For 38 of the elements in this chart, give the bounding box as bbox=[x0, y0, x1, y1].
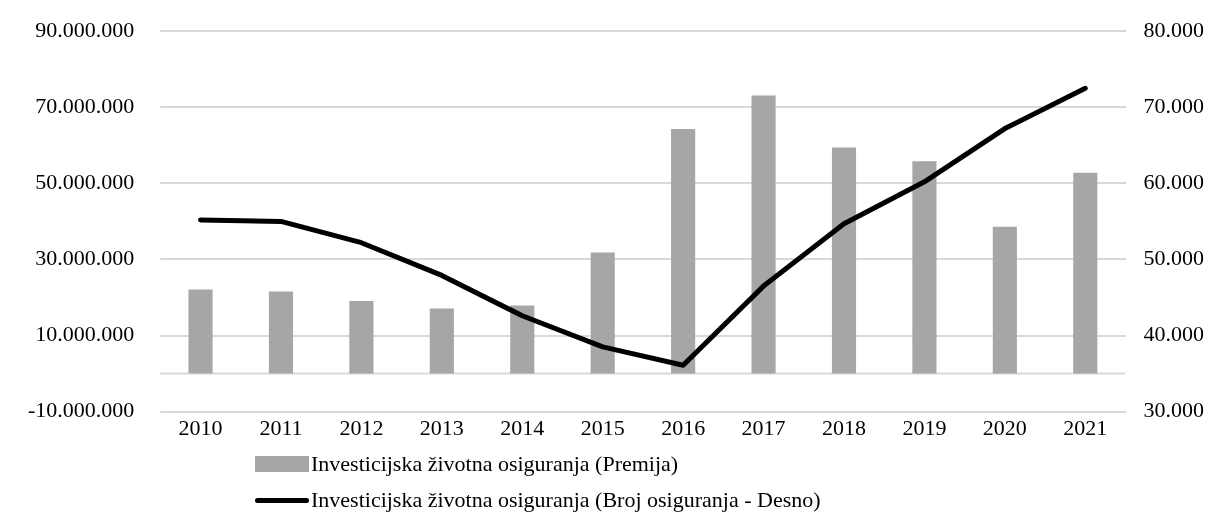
y-tick-label: 70.000.000 bbox=[35, 93, 135, 119]
bar bbox=[912, 161, 937, 374]
bar bbox=[510, 305, 535, 374]
y2-tick-label: 30.000 bbox=[1143, 397, 1204, 423]
bar bbox=[1073, 172, 1098, 374]
bar bbox=[992, 226, 1017, 374]
legend-label: Investicijska životna osiguranja (Broj osiguranja - Desno) bbox=[311, 487, 821, 513]
bar bbox=[268, 291, 294, 374]
y2-tick-label: 80.000 bbox=[1143, 16, 1204, 42]
y2-tick-label: 40.000 bbox=[1143, 321, 1204, 347]
x-tick-label: 2013 bbox=[419, 414, 464, 440]
x-tick-label: 2011 bbox=[259, 414, 303, 440]
x-tick-label: 2014 bbox=[500, 414, 545, 440]
y2-tick-label: 50.000 bbox=[1143, 245, 1204, 271]
x-tick-label: 2018 bbox=[821, 414, 866, 440]
bar bbox=[831, 147, 857, 374]
y-tick-label: 90.000.000 bbox=[35, 16, 135, 42]
x-tick-label: 2015 bbox=[580, 414, 625, 440]
bar bbox=[751, 95, 776, 374]
bar bbox=[349, 300, 374, 374]
bar bbox=[188, 289, 213, 374]
x-tick-label: 2017 bbox=[741, 414, 786, 440]
x-tick-label: 2020 bbox=[982, 414, 1027, 440]
y2-tick-label: 60.000 bbox=[1143, 169, 1204, 195]
x-tick-label: 2021 bbox=[1063, 414, 1108, 440]
x-tick-label: 2012 bbox=[339, 414, 384, 440]
x-tick-label: 2019 bbox=[902, 414, 947, 440]
y-tick-label: 10.000.000 bbox=[35, 321, 135, 347]
bar bbox=[590, 252, 615, 374]
y2-tick-label: 70.000 bbox=[1143, 93, 1204, 119]
y-tick-label: -10.000.000 bbox=[28, 397, 135, 423]
bar bbox=[429, 308, 454, 374]
y-tick-label: 30.000.000 bbox=[35, 245, 135, 271]
x-tick-label: 2010 bbox=[178, 414, 223, 440]
legend-label: Investicijska životna osiguranja (Premija) bbox=[311, 451, 679, 477]
y-tick-label: 50.000.000 bbox=[35, 169, 135, 195]
bar bbox=[671, 128, 696, 374]
x-tick-label: 2016 bbox=[661, 414, 706, 440]
